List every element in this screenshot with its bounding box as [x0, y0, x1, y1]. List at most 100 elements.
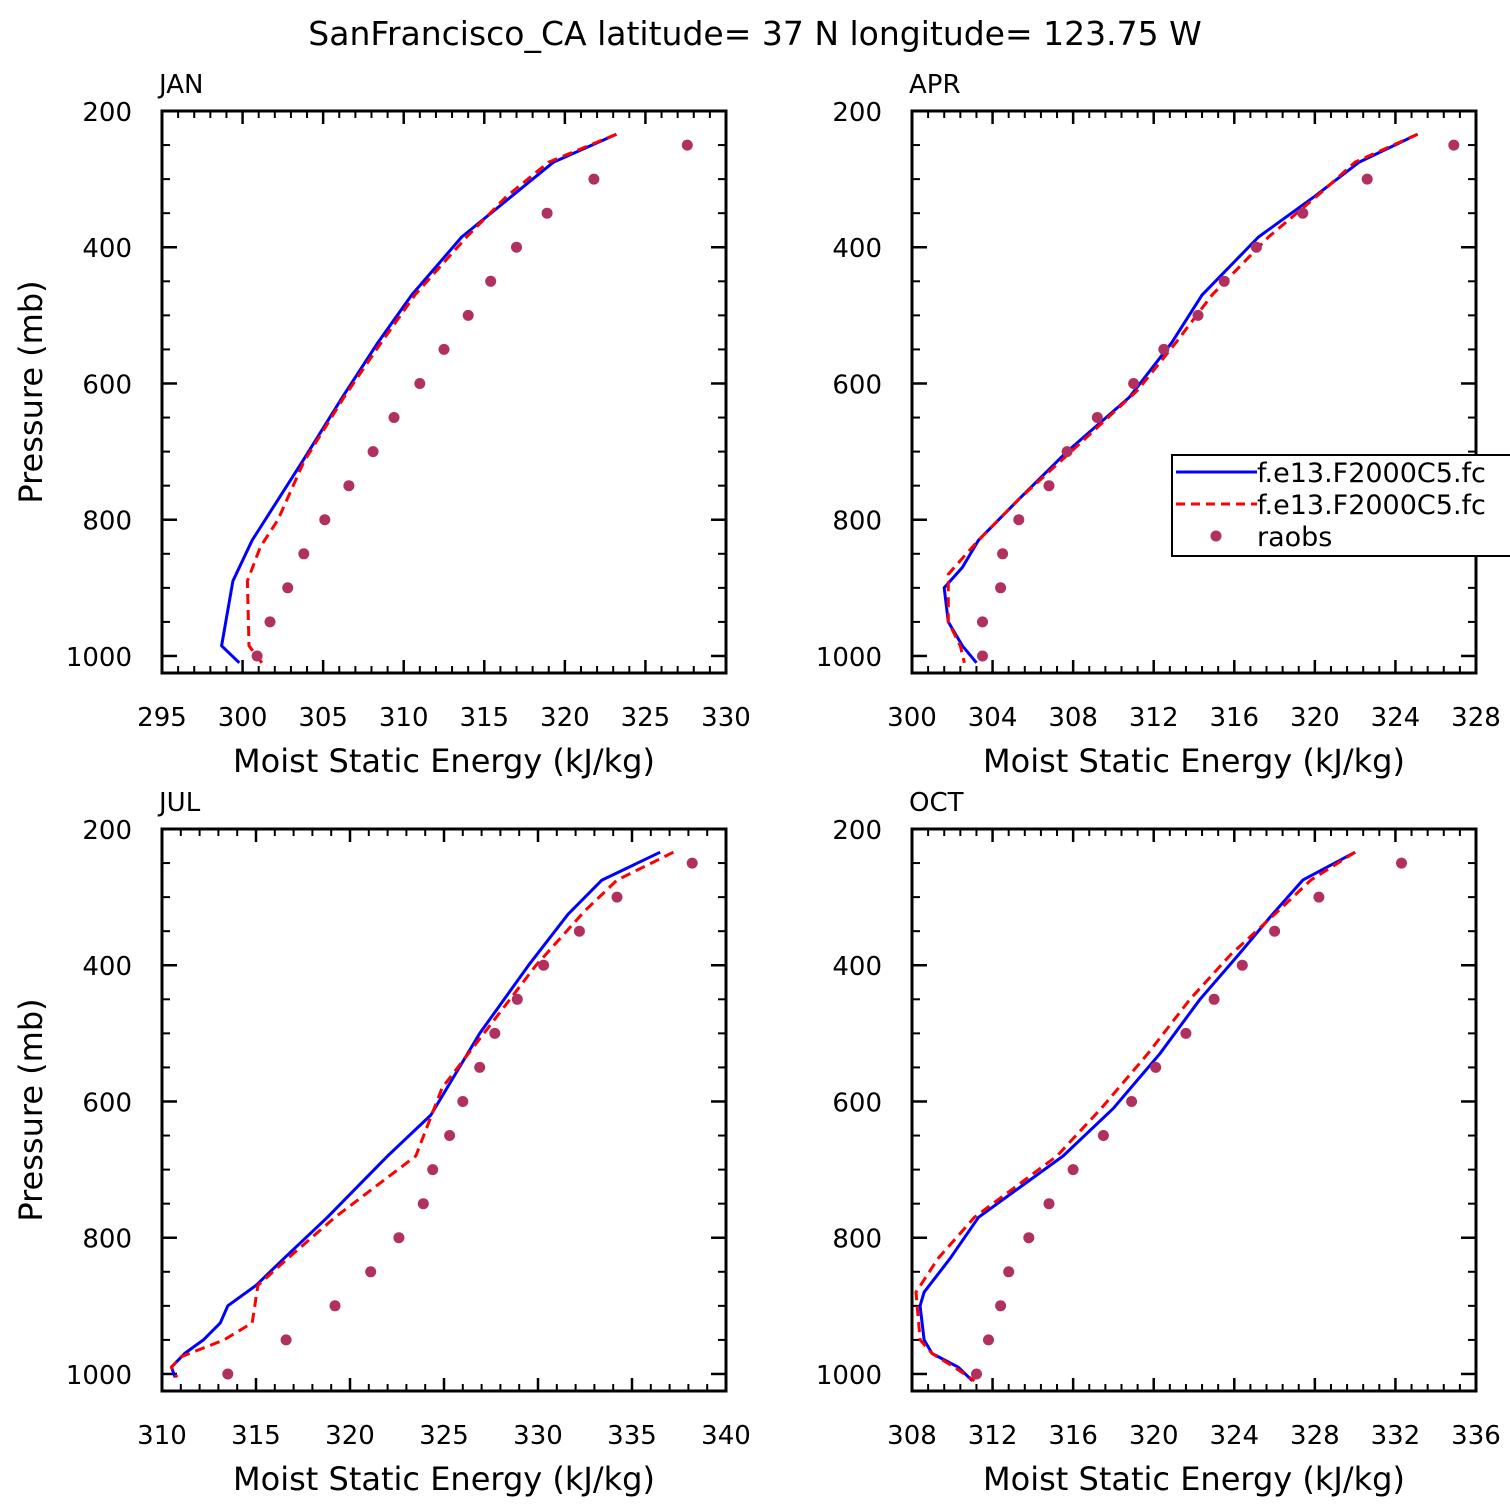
- jan-yaxis-label: Pressure (mb): [12, 280, 50, 503]
- apr-raobs-point: [1448, 139, 1460, 151]
- apr-xaxis-label: Moist Static Energy (kJ/kg): [983, 742, 1405, 780]
- jul-raobs-point: [489, 1027, 501, 1039]
- jan-ytick-label: 1000: [66, 643, 132, 673]
- apr-xtick-label: 316: [1209, 703, 1259, 733]
- apr-xtick-label: 320: [1290, 703, 1340, 733]
- jan-raobs-point: [541, 207, 553, 219]
- apr-panel-label: APR: [909, 70, 961, 100]
- legend-label-1: f.e13.F2000C5.fc: [1257, 458, 1486, 489]
- apr-xtick-label: 312: [1129, 703, 1179, 733]
- jul-xtick-label: 320: [325, 1421, 375, 1451]
- jul-xtick-label: 315: [231, 1421, 281, 1451]
- jan-ytick-label: 800: [82, 507, 132, 537]
- oct-xaxis-label: Moist Static Energy (kJ/kg): [983, 1460, 1405, 1498]
- jul-panel-label: JUL: [157, 788, 201, 818]
- apr-xtick-label: 300: [887, 703, 937, 733]
- oct-ytick-label: 1000: [816, 1361, 882, 1391]
- jan-panel-label: JAN: [157, 70, 203, 100]
- oct-xtick-label: 312: [968, 1421, 1018, 1451]
- jan-xtick-label: 305: [298, 703, 348, 733]
- jan-raobs-point: [319, 514, 331, 526]
- jul-raobs-point: [393, 1232, 405, 1244]
- apr-raobs-point: [995, 582, 1007, 594]
- jan-plot-frame: [160, 109, 728, 675]
- oct-xtick-label: 316: [1048, 1421, 1098, 1451]
- jan-raobs-point: [367, 446, 379, 458]
- jan-raobs-point: [681, 139, 693, 151]
- oct-raobs-point: [1067, 1164, 1079, 1176]
- panel-jan: 295 300 305 310 315 320 325 330 200 400 600 800 1000…: [12, 70, 751, 780]
- oct-raobs-point: [1269, 925, 1281, 937]
- jan-raobs-point: [485, 275, 497, 287]
- apr-ytick-label: 400: [832, 234, 882, 264]
- jan-ytick-label: 200: [82, 98, 132, 128]
- jul-xaxis-label: Moist Static Energy (kJ/kg): [233, 1460, 655, 1498]
- apr-raobs-point: [1158, 343, 1170, 355]
- apr-raobs-point: [1192, 309, 1204, 321]
- apr-xtick-label: 324: [1371, 703, 1421, 733]
- oct-raobs-point: [983, 1334, 994, 1346]
- legend-label-2: f.e13.F2000C5.fc: [1257, 490, 1486, 521]
- oct-raobs-point: [1208, 993, 1220, 1005]
- oct-raobs-point: [1003, 1266, 1015, 1278]
- jul-xtick-label: 310: [137, 1421, 187, 1451]
- jan-raobs-point: [388, 412, 400, 423]
- figure-title: SanFrancisco_CA latitude= 37 N longitude…: [308, 14, 1201, 53]
- jul-raobs-point: [222, 1368, 234, 1380]
- apr-ytick-label: 600: [832, 370, 882, 400]
- oct-series-blue-line: [918, 850, 1356, 1382]
- oct-raobs-point: [971, 1368, 982, 1380]
- jan-xtick-label: 310: [379, 703, 429, 733]
- jan-raobs-point: [282, 582, 294, 594]
- panel-apr: 300 304 308 312 316 320 324 328 200 400 600 800 1000…: [816, 70, 1501, 780]
- apr-raobs-point: [1128, 378, 1140, 389]
- apr-raobs-point: [1091, 412, 1103, 423]
- jul-xtick-label: 340: [701, 1421, 751, 1451]
- oct-ytick-label: 200: [832, 816, 882, 846]
- apr-ytick-label: 200: [832, 98, 882, 128]
- jul-raobs-point: [444, 1130, 456, 1141]
- apr-xtick-label: 304: [968, 703, 1018, 733]
- oct-raobs-point: [995, 1300, 1007, 1312]
- jul-raobs-point: [538, 959, 550, 971]
- legend-label-3: raobs: [1257, 522, 1332, 553]
- oct-raobs-point: [1180, 1027, 1192, 1039]
- jul-ytick-label: 800: [82, 1225, 132, 1255]
- jan-raobs-point: [298, 548, 310, 560]
- legend: f.e13.F2000C5.fc f.e13.F2000C5.fc raobs: [1171, 454, 1510, 557]
- oct-ytick-label: 400: [832, 952, 882, 982]
- jan-series-red-dashed-line: [245, 132, 617, 664]
- jan-ytick-label: 600: [82, 370, 132, 400]
- jan-xaxis-label: Moist Static Energy (kJ/kg): [233, 742, 655, 780]
- oct-plot-frame: [910, 827, 1478, 1393]
- panel-jul: 310 315 320 325 330 335 340 200 400 600 800 1000 JUL…: [12, 788, 751, 1498]
- jan-raobs-point: [438, 343, 450, 355]
- jul-raobs-point: [457, 1096, 469, 1107]
- apr-raobs-point: [1061, 446, 1073, 458]
- oct-xtick-label: 328: [1290, 1421, 1340, 1451]
- apr-xtick-label: 328: [1451, 703, 1501, 733]
- oct-xtick-label: 324: [1209, 1421, 1259, 1451]
- oct-panel-label: OCT: [909, 788, 964, 818]
- apr-raobs-point: [977, 616, 988, 628]
- apr-raobs-point: [1043, 480, 1055, 492]
- panel-oct: 308 312 316 320 324 328 332 336 200 400 600 800 1000…: [816, 788, 1501, 1498]
- legend-marker-raobs: [1210, 530, 1222, 542]
- jul-ytick-label: 400: [82, 952, 132, 982]
- jul-raobs-point: [427, 1164, 439, 1176]
- apr-xtick-label: 308: [1048, 703, 1098, 733]
- jul-raobs-point: [474, 1061, 486, 1073]
- jan-raobs-point: [264, 616, 276, 628]
- oct-ytick-label: 800: [832, 1225, 882, 1255]
- oct-raobs-point: [1043, 1198, 1055, 1210]
- apr-raobs-point: [997, 548, 1009, 560]
- oct-raobs-point: [1396, 857, 1407, 869]
- jul-xtick-label: 335: [607, 1421, 657, 1451]
- jan-raobs-point: [343, 480, 355, 492]
- oct-raobs-point: [1313, 891, 1325, 903]
- oct-xtick-label: 308: [887, 1421, 937, 1451]
- jul-raobs-point: [280, 1334, 292, 1346]
- apr-raobs-point: [1250, 241, 1262, 253]
- jul-xtick-label: 330: [513, 1421, 563, 1451]
- oct-series-red-dashed-line: [914, 850, 1356, 1383]
